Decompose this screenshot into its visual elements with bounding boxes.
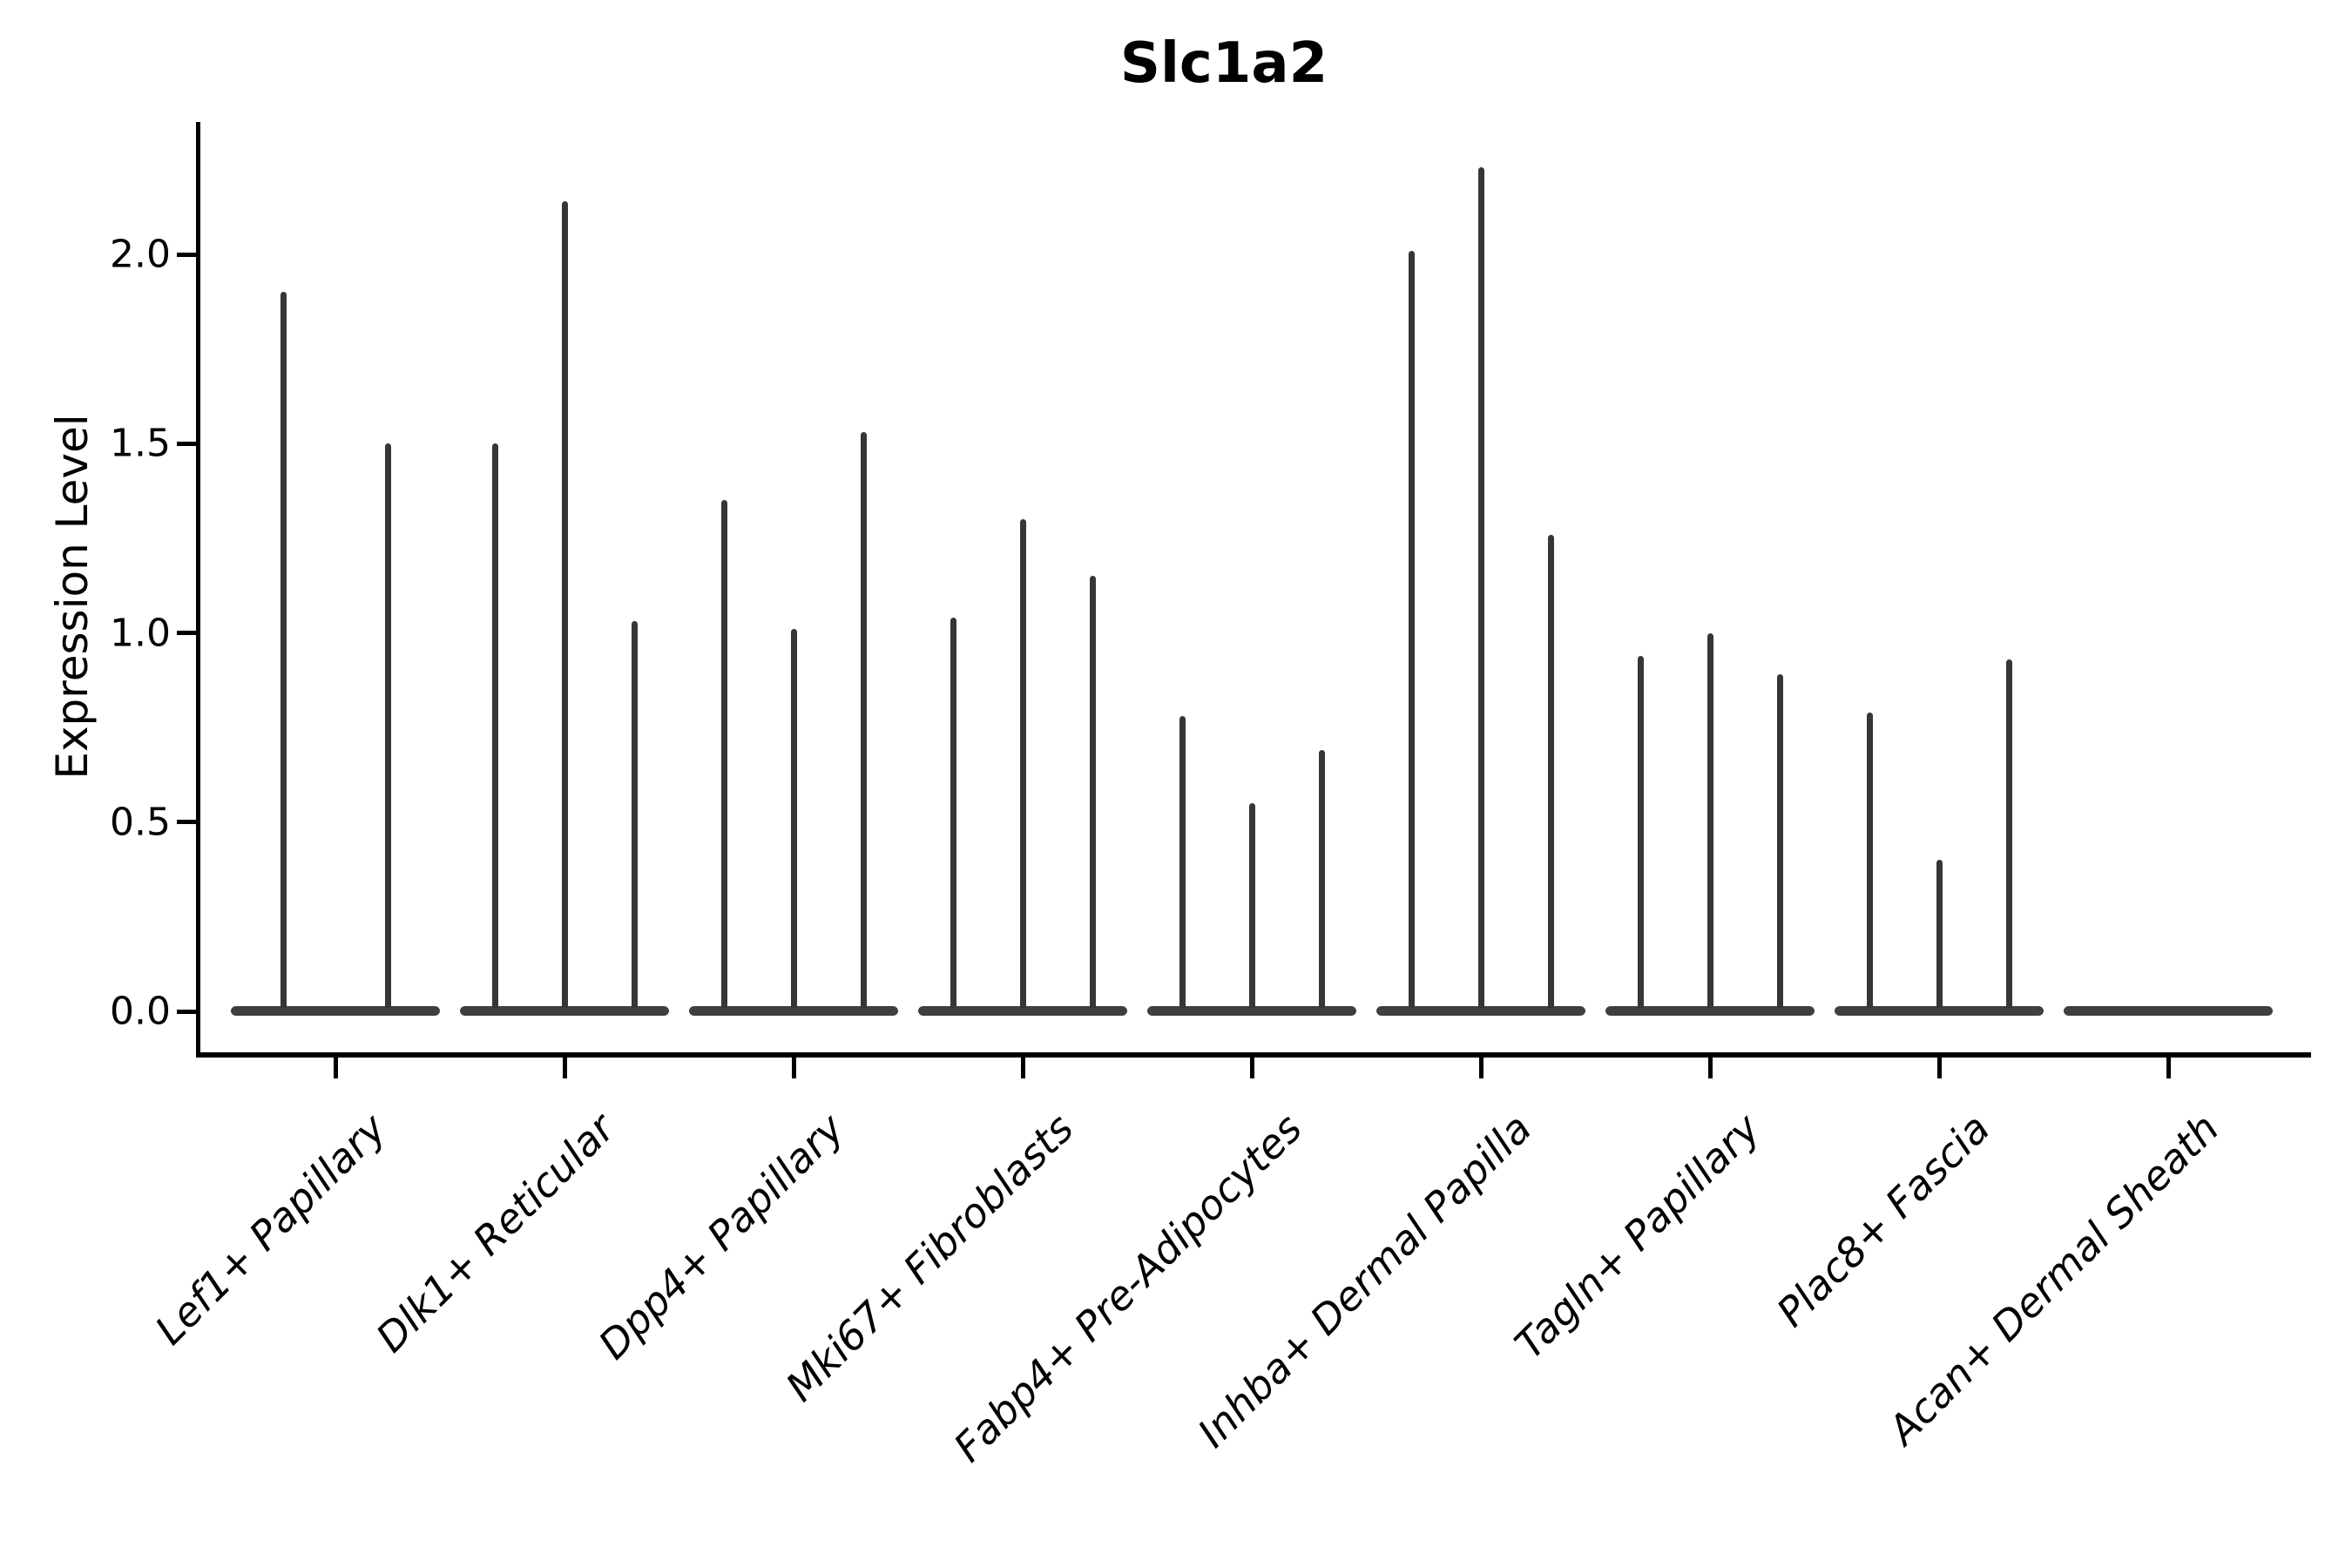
violin-spike — [860, 432, 867, 1008]
y-tick — [177, 820, 197, 825]
violin-spike — [1089, 576, 1096, 1008]
violin-spike — [1318, 750, 1325, 1008]
violin-base — [1605, 1006, 1815, 1016]
violin-spike — [631, 621, 638, 1008]
x-tick — [1020, 1056, 1025, 1078]
violin-base — [1376, 1006, 1585, 1016]
violin-base — [2064, 1006, 2273, 1016]
violin-spike — [1179, 716, 1186, 1008]
x-tick — [2166, 1056, 2171, 1078]
violin-spike — [950, 618, 956, 1008]
x-tick — [1936, 1056, 1942, 1078]
violin-spike — [1776, 674, 1783, 1008]
violin-base — [1147, 1006, 1356, 1016]
y-axis-label: Expression Level — [47, 414, 98, 780]
violin-spike — [1408, 250, 1415, 1008]
x-tick — [562, 1056, 567, 1078]
y-axis-spine — [196, 122, 200, 1057]
y-tick-label: 2.0 — [110, 232, 171, 277]
y-tick — [177, 441, 197, 446]
x-axis-spine — [196, 1052, 2311, 1058]
violin-spike — [491, 443, 498, 1008]
violin-base — [231, 1006, 440, 1016]
violin-spike — [561, 201, 568, 1008]
violin-spike — [384, 443, 391, 1008]
violin-spike — [790, 629, 797, 1008]
x-tick — [1478, 1056, 1484, 1078]
y-tick — [177, 252, 197, 257]
y-tick-label: 0.5 — [110, 800, 171, 845]
x-tick — [1249, 1056, 1254, 1078]
x-tick — [333, 1056, 338, 1078]
x-tick — [1707, 1056, 1713, 1078]
x-tick-label: Dpp4+ Papillary — [589, 1105, 854, 1369]
violin-spike — [1019, 519, 1026, 1008]
violin-base — [1835, 1006, 2044, 1016]
violin-spike — [1547, 534, 1554, 1008]
violin-spike — [1866, 712, 1873, 1008]
y-tick-label: 0.0 — [110, 989, 171, 1034]
violin-spike — [1707, 632, 1713, 1008]
violin-base — [918, 1006, 1127, 1016]
violin-spike — [1477, 167, 1484, 1008]
chart-title: Slc1a2 — [1119, 31, 1328, 96]
y-tick-label: 1.0 — [110, 611, 171, 655]
y-tick-label: 1.5 — [110, 421, 171, 466]
violin-spike — [1637, 655, 1644, 1008]
violin-base — [460, 1006, 669, 1016]
violin-spike — [2005, 659, 2012, 1008]
x-tick-label: Lef1+ Papillary — [145, 1105, 395, 1354]
x-tick-label: Tagln+ Papillary — [1505, 1105, 1770, 1369]
x-tick-label: Plac8+ Fascia — [1767, 1105, 1999, 1336]
y-tick — [177, 631, 197, 635]
violin-spike — [280, 292, 287, 1008]
violin-spike — [720, 500, 727, 1008]
x-tick-label: Dlk1+ Reticular — [367, 1105, 625, 1362]
violin-spike — [1936, 860, 1943, 1008]
y-tick — [177, 1009, 197, 1014]
violin-base — [689, 1006, 898, 1016]
violin-spike — [1248, 803, 1255, 1008]
x-tick — [791, 1056, 796, 1078]
